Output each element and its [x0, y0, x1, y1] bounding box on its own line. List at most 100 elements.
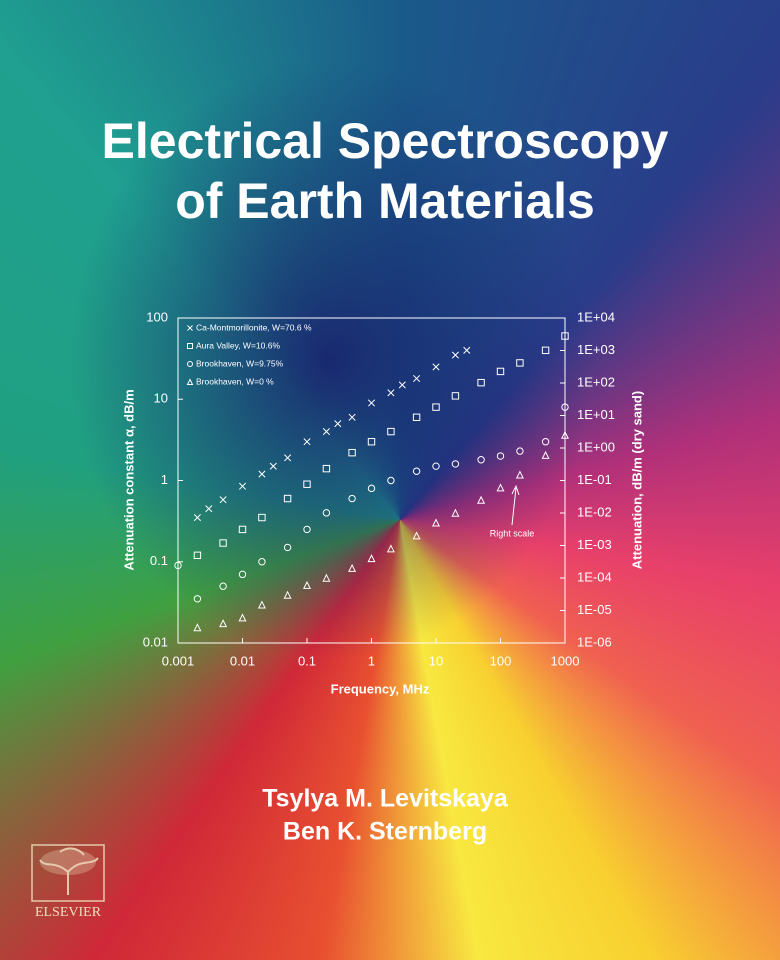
- data-point: [387, 389, 395, 397]
- legend-marker: [187, 343, 193, 349]
- data-point: [451, 351, 459, 359]
- y2-axis-label: Attenuation, dB/m (dry sand): [629, 391, 644, 569]
- data-point: [477, 378, 485, 387]
- y2-tick-label: 1E-06: [577, 634, 612, 649]
- y-tick-label: 0.01: [143, 634, 168, 649]
- legend-label: Ca-Montmorillonite, W=70.6 %: [196, 322, 312, 332]
- data-point: [412, 413, 421, 421]
- data-point: [348, 448, 356, 457]
- data-point: [367, 554, 376, 563]
- x-tick-label: 0.1: [298, 653, 316, 668]
- data-point: [348, 563, 357, 572]
- data-point: [348, 494, 356, 503]
- y-tick-label: 1: [161, 472, 168, 487]
- legend-marker: [187, 325, 193, 331]
- data-point: [387, 476, 395, 485]
- data-point: [283, 494, 292, 503]
- x-tick-label: 0.01: [230, 653, 255, 668]
- data-point: [334, 420, 342, 428]
- data-point: [413, 374, 421, 383]
- data-point: [258, 558, 266, 566]
- y2-tick-label: 1E-02: [577, 504, 612, 519]
- publisher-logo: [31, 844, 105, 902]
- y-tick-label: 100: [146, 309, 168, 324]
- data-point: [516, 447, 524, 455]
- data-point: [496, 452, 505, 460]
- data-point: [193, 551, 202, 560]
- data-point: [322, 573, 331, 582]
- data-point: [219, 496, 227, 504]
- data-point: [432, 363, 440, 371]
- data-point: [284, 454, 292, 462]
- y2-tick-label: 1E-03: [577, 537, 612, 552]
- data-point: [367, 399, 376, 407]
- data-point: [541, 450, 550, 459]
- annotation: Right scale: [490, 528, 535, 538]
- x-tick-label: 1: [368, 653, 375, 668]
- data-point: [283, 543, 292, 552]
- data-point: [412, 467, 421, 475]
- data-point: [451, 392, 460, 400]
- data-point: [348, 413, 356, 421]
- data-point: [387, 427, 395, 436]
- data-point: [398, 381, 406, 389]
- data-point: [451, 460, 460, 468]
- title-line: Electrical Spectroscopy: [102, 113, 669, 169]
- data-point: [561, 403, 569, 411]
- data-point: [463, 346, 471, 354]
- y2-tick-label: 1E+02: [577, 374, 615, 389]
- data-point: [516, 359, 524, 367]
- data-point: [322, 464, 331, 473]
- data-point: [193, 513, 201, 522]
- data-point: [451, 508, 460, 517]
- data-point: [560, 430, 570, 439]
- data-point: [431, 518, 441, 527]
- data-point: [322, 428, 330, 436]
- data-point: [386, 544, 395, 553]
- data-point: [205, 505, 213, 513]
- data-point: [283, 590, 292, 599]
- data-point: [238, 525, 247, 534]
- data-point: [238, 482, 247, 490]
- x-tick-label: 100: [490, 653, 512, 668]
- data-point: [322, 509, 331, 517]
- y2-tick-label: 1E+00: [577, 439, 615, 454]
- legend-marker: [186, 378, 194, 385]
- data-point: [302, 580, 312, 589]
- y2-tick-label: 1E+03: [577, 342, 615, 357]
- publisher: ELSEVIER: [35, 905, 102, 920]
- legend-marker: [187, 361, 193, 367]
- y-tick-label: 0.1: [150, 553, 168, 568]
- legend-label: Brookhaven, W=9.75%: [196, 358, 284, 368]
- y2-tick-label: 1E-04: [577, 569, 612, 584]
- legend-label: Aura Valley, W=10.6%: [196, 340, 280, 350]
- y2-tick-label: 1E+04: [577, 309, 615, 324]
- data-point: [219, 619, 228, 628]
- x-tick-label: 0.001: [162, 653, 195, 668]
- title-line: of Earth Materials: [175, 173, 595, 229]
- data-point: [477, 456, 485, 464]
- data-point: [496, 367, 505, 376]
- data-point: [257, 600, 266, 609]
- data-point: [303, 480, 311, 488]
- data-point: [496, 483, 505, 492]
- data-point: [219, 539, 227, 547]
- data-point: [303, 438, 311, 446]
- data-point: [238, 570, 247, 579]
- y2-tick-label: 1E+01: [577, 407, 615, 422]
- legend-label: Brookhaven, W=0 %: [196, 376, 274, 386]
- author: Ben K. Sternberg: [283, 818, 487, 846]
- y-tick-label: 10: [154, 391, 168, 406]
- data-point: [432, 403, 440, 411]
- x-axis-label: Frequency, MHz: [331, 681, 430, 696]
- data-point: [258, 513, 266, 522]
- y2-tick-label: 1E-01: [577, 472, 612, 487]
- annotation-arrow: [511, 484, 520, 526]
- data-point: [258, 470, 266, 478]
- data-point: [193, 595, 202, 603]
- data-point: [541, 346, 550, 355]
- data-point: [269, 462, 277, 470]
- y2-tick-label: 1E-05: [577, 602, 612, 617]
